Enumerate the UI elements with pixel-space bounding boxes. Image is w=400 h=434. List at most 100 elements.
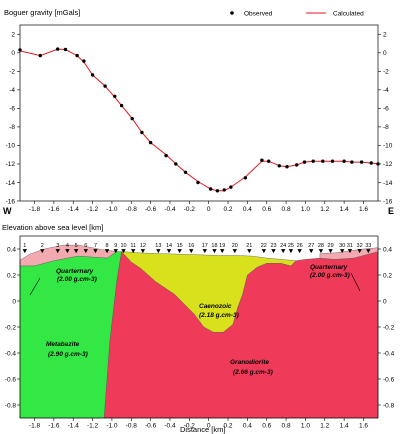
quarternary-left-density: (2.00 g.cm-3) [57, 276, 97, 283]
station-marker [328, 249, 333, 254]
station-marker [131, 249, 136, 254]
observed-point [285, 165, 289, 169]
observed-point [208, 187, 213, 191]
observed-point [183, 170, 188, 174]
station-marker [280, 249, 286, 254]
station-label: 15 [177, 243, 183, 249]
gravity-axis-label: Boguer gravity [mGals] [4, 8, 80, 17]
station-marker [347, 249, 353, 254]
gravity-y-tick-label: -8 [9, 124, 15, 131]
observed-point [38, 53, 42, 58]
observed-point [311, 159, 315, 163]
gravity-x-tick-label: 0.6 [262, 206, 271, 213]
gravity-y-tick-label: 2 [11, 32, 15, 39]
observed-point [222, 188, 226, 192]
gravity-y-tick-label-right: 0 [383, 50, 387, 57]
distance-x-tick-label: -0.6 [145, 423, 157, 430]
west-label: W [3, 206, 12, 216]
elevation-y-tick-label: -0.6 [5, 376, 17, 383]
observed-point [174, 162, 178, 166]
station-marker [83, 249, 88, 254]
observed-point [267, 159, 271, 163]
distance-x-tick-label: -1.6 [48, 423, 60, 430]
elevation-y-tick-label: 0 [12, 298, 16, 305]
station-marker [288, 249, 294, 254]
station-label: 26 [297, 243, 303, 249]
legend: Observed Calculated [230, 11, 364, 18]
gravity-y-tick-label-right: -8 [383, 124, 389, 131]
gravity-x-tick-label: -0.2 [184, 206, 196, 213]
gravity-y-tick-label-right: -12 [383, 161, 393, 168]
station-label: 7 [94, 243, 97, 249]
quarternary-left-polygon [19, 244, 118, 267]
observed-point [130, 116, 134, 121]
station-label: 4 [66, 243, 69, 249]
distance-axis-label: Distance [km] [180, 425, 225, 434]
station-label: 1 [23, 243, 26, 249]
gravity-x-tick-label: -0.4 [164, 206, 176, 213]
legend-calculated-label: Calculated [333, 11, 364, 18]
observed-point [260, 158, 264, 162]
gravity-y-tick-label: 0 [11, 50, 15, 57]
granodiorite-density: (2.66 g.cm-3) [233, 369, 273, 376]
station-label: 29 [328, 243, 334, 249]
station-marker [40, 249, 45, 254]
station-label: 2 [41, 243, 44, 249]
gravity-y-tick-label: -6 [9, 106, 15, 113]
observed-point [342, 159, 346, 163]
station-marker [113, 249, 118, 254]
observed-point [90, 73, 95, 77]
quarternary-right-pointer [350, 272, 361, 292]
station-marker [212, 249, 217, 254]
gravity-x-tick-label: 1.4 [340, 206, 349, 213]
station-marker [220, 249, 225, 254]
distance-x-tick-label: -0.4 [164, 423, 176, 430]
caenozoic-name: Caenozoic [199, 303, 232, 310]
station-marker [73, 249, 79, 254]
gravity-x-tick-label: 1.0 [301, 206, 310, 213]
station-marker [177, 249, 182, 254]
quarternary-right-name: Quarternary [310, 264, 348, 271]
elevation-y-tick-label-right: 0.4 [383, 246, 392, 253]
observed-point [330, 159, 335, 163]
gravity-x-tick-label: -1.8 [29, 206, 41, 213]
gravity-x-tick-label: -1.4 [68, 206, 80, 213]
gravity-y-tick-label-right: 2 [383, 32, 387, 39]
observed-gravity-points [18, 47, 380, 193]
station-marker [309, 249, 314, 254]
gravity-x-tick-label: 1.6 [359, 206, 368, 213]
gravity-x-tick-label: 0.2 [224, 206, 233, 213]
station-marker [22, 249, 28, 254]
gravity-x-tick-label: 0.8 [282, 206, 291, 213]
station-label: 27 [308, 243, 314, 249]
gravity-y-tick-label: -4 [9, 87, 15, 94]
station-marker [247, 249, 252, 254]
station-label: 20 [232, 243, 238, 249]
station-label: 33 [365, 243, 371, 249]
gravity-stations: 1 2 3 4 5 6 7 8 9 10 11 12 13 14 15 16 17 18 19 20 21 22 23 24 2… [22, 243, 371, 254]
calculated-gravity-line [19, 48, 379, 192]
metabazite-name: Metabazite [46, 341, 80, 348]
elevation-y-tick-label-right: -0.6 [383, 376, 395, 383]
gravity-y-tick-label: -16 [6, 198, 16, 205]
observed-point [148, 140, 153, 145]
distance-x-tick-label: 0.6 [262, 423, 271, 430]
station-marker [104, 249, 110, 254]
observed-point [277, 164, 281, 168]
observed-point [243, 176, 248, 180]
gravity-x-tick-label: 0.4 [243, 206, 252, 213]
station-marker [340, 249, 345, 254]
quarternary-left-pointer [29, 277, 41, 296]
observed-point [369, 161, 373, 165]
station-marker [121, 249, 126, 254]
distance-x-tick-label: 0.4 [243, 423, 252, 430]
gravity-y-tick-label-right: -2 [383, 69, 389, 76]
station-label: 19 [219, 243, 225, 249]
gravity-x-tick-label: -0.6 [145, 206, 157, 213]
gravity-x-tick-label: -1.6 [48, 206, 60, 213]
station-label: 10 [120, 243, 126, 249]
quarternary-right-density: (2.00 g.cm-3) [310, 272, 350, 279]
station-label: 22 [261, 243, 267, 249]
observed-point [215, 189, 220, 193]
